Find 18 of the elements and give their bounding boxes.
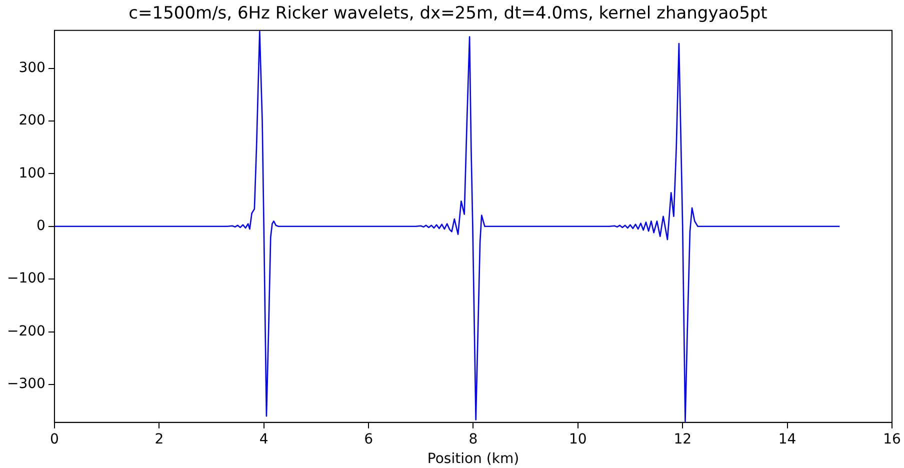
x-axis-title: Position (km): [427, 451, 520, 468]
x-tick-label: 8: [468, 431, 478, 448]
y-tick-label: 0: [36, 218, 46, 234]
x-tick-label: 12: [674, 431, 692, 448]
y-tick-label: −100: [7, 270, 46, 287]
y-tick-label: 200: [18, 112, 46, 129]
x-tick-label: 4: [259, 431, 268, 448]
x-tick-label: 2: [154, 431, 164, 448]
y-tick-label: −300: [7, 376, 46, 392]
y-tick-label: 300: [18, 60, 46, 76]
chart-title: c=1500m/s, 6Hz Ricker wavelets, dx=25m, dt=4.0ms, kernel zhangyao5pt: [128, 4, 768, 24]
x-tick-label: 16: [883, 431, 901, 448]
y-tick-label: −200: [7, 323, 46, 340]
y-tick-label: 100: [18, 165, 46, 182]
x-tick-label: 0: [50, 431, 59, 448]
x-tick-label: 10: [569, 431, 587, 448]
x-tick-label: 14: [778, 431, 796, 448]
x-tick-label: 6: [364, 431, 374, 448]
